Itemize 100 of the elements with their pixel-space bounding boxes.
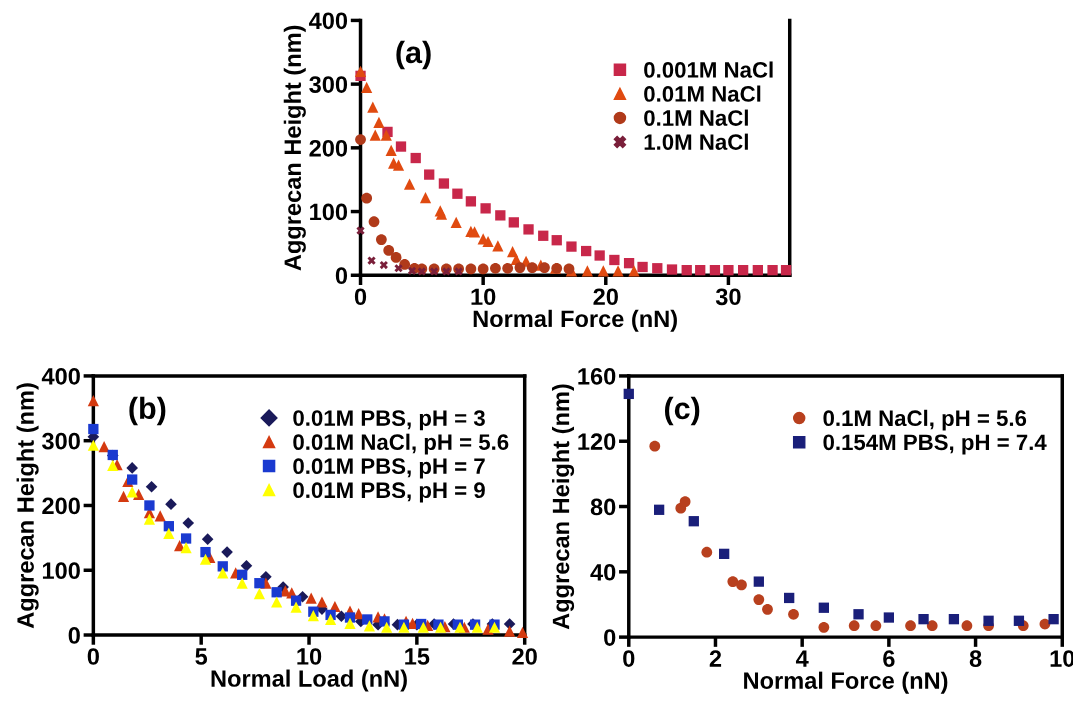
point	[237, 569, 248, 580]
point	[753, 594, 765, 605]
point	[163, 527, 175, 539]
y-tick-label: 200	[309, 139, 348, 157]
point	[594, 250, 605, 261]
point	[490, 262, 501, 274]
point	[367, 256, 376, 265]
x-tick-label: 0	[623, 650, 635, 667]
point	[180, 533, 192, 544]
point	[492, 240, 504, 252]
y-tick-label: 100	[310, 203, 348, 221]
point	[98, 440, 110, 453]
point	[354, 65, 367, 77]
point	[752, 265, 763, 276]
point	[701, 546, 713, 558]
x-axis-title: Normal Load (nN)	[211, 669, 407, 692]
point	[452, 188, 463, 199]
point	[307, 609, 319, 622]
point	[709, 265, 721, 276]
point	[217, 561, 228, 572]
point	[508, 217, 519, 228]
point	[1013, 615, 1025, 626]
point	[271, 596, 283, 608]
point	[361, 81, 373, 93]
point	[430, 267, 439, 276]
legend-label: 0.001M NaCl	[644, 61, 773, 78]
point	[417, 267, 426, 276]
y-tick-label: 400	[41, 368, 80, 385]
point	[623, 258, 635, 269]
legend-label: 1.0M NaCl	[644, 133, 748, 150]
point	[983, 615, 994, 626]
point	[465, 263, 477, 275]
point	[356, 226, 365, 235]
point	[145, 480, 158, 493]
point	[324, 613, 337, 626]
point	[201, 533, 214, 545]
point	[818, 602, 829, 613]
point	[780, 265, 792, 276]
y-tick-label: 120	[578, 433, 616, 451]
y-tick-label: 400	[309, 12, 348, 30]
point	[363, 620, 376, 632]
point	[254, 578, 265, 589]
y-axis-title: Aggrecan Height (nm)	[283, 25, 306, 271]
point	[581, 265, 593, 277]
point	[736, 579, 747, 591]
point	[870, 620, 882, 632]
point	[679, 496, 691, 508]
point	[362, 614, 373, 625]
point	[368, 216, 380, 228]
x-tick-label: 0	[354, 288, 367, 306]
point	[182, 517, 195, 529]
point	[623, 388, 634, 400]
point	[199, 553, 212, 565]
point	[465, 196, 477, 207]
point	[948, 614, 960, 625]
legend-label: 0.01M PBS, pH = 3	[293, 410, 485, 431]
point	[609, 254, 620, 266]
point	[480, 203, 491, 214]
point	[477, 263, 489, 275]
point	[144, 500, 155, 511]
annotation: (b)	[129, 396, 166, 426]
x-tick-label: 8	[969, 650, 982, 667]
point	[271, 587, 282, 598]
point	[723, 265, 734, 276]
point	[87, 394, 99, 407]
y-tick-label: 0	[604, 629, 616, 646]
point	[316, 596, 328, 608]
y-tick-label: 0	[335, 267, 348, 285]
legend-label: 0.1M NaCl	[644, 109, 748, 126]
legend-label: 0.01M PBS, pH = 9	[293, 482, 485, 503]
x-tick-label: 10	[297, 648, 322, 665]
x-tick-label: 6	[883, 650, 895, 667]
y-axis-title: Aggrecan Height (nm)	[16, 383, 39, 629]
point	[788, 608, 799, 620]
point	[87, 439, 99, 451]
point	[383, 245, 395, 256]
point	[395, 141, 407, 152]
x-tick-label: 5	[195, 648, 208, 665]
point	[503, 618, 516, 630]
point	[727, 576, 739, 587]
point	[394, 264, 403, 273]
point	[407, 266, 417, 275]
point	[367, 101, 379, 113]
point	[1048, 614, 1059, 625]
legend-label: 0.1M NaCl, pH = 5.6	[823, 409, 1027, 431]
point	[516, 626, 529, 639]
point	[538, 230, 549, 241]
point	[905, 620, 916, 632]
x-tick-label: 0	[87, 648, 99, 665]
point	[688, 516, 699, 527]
point	[649, 440, 661, 452]
point	[502, 262, 514, 274]
y-tick-label: 200	[42, 497, 80, 515]
point	[767, 265, 778, 276]
point	[495, 210, 506, 221]
legend-label: 0.01M NaCl	[644, 85, 761, 102]
legend-label: 0.154M PBS, pH = 7.4	[823, 434, 1047, 455]
y-tick-label: 160	[578, 368, 616, 385]
point	[107, 459, 119, 471]
point	[551, 235, 562, 246]
